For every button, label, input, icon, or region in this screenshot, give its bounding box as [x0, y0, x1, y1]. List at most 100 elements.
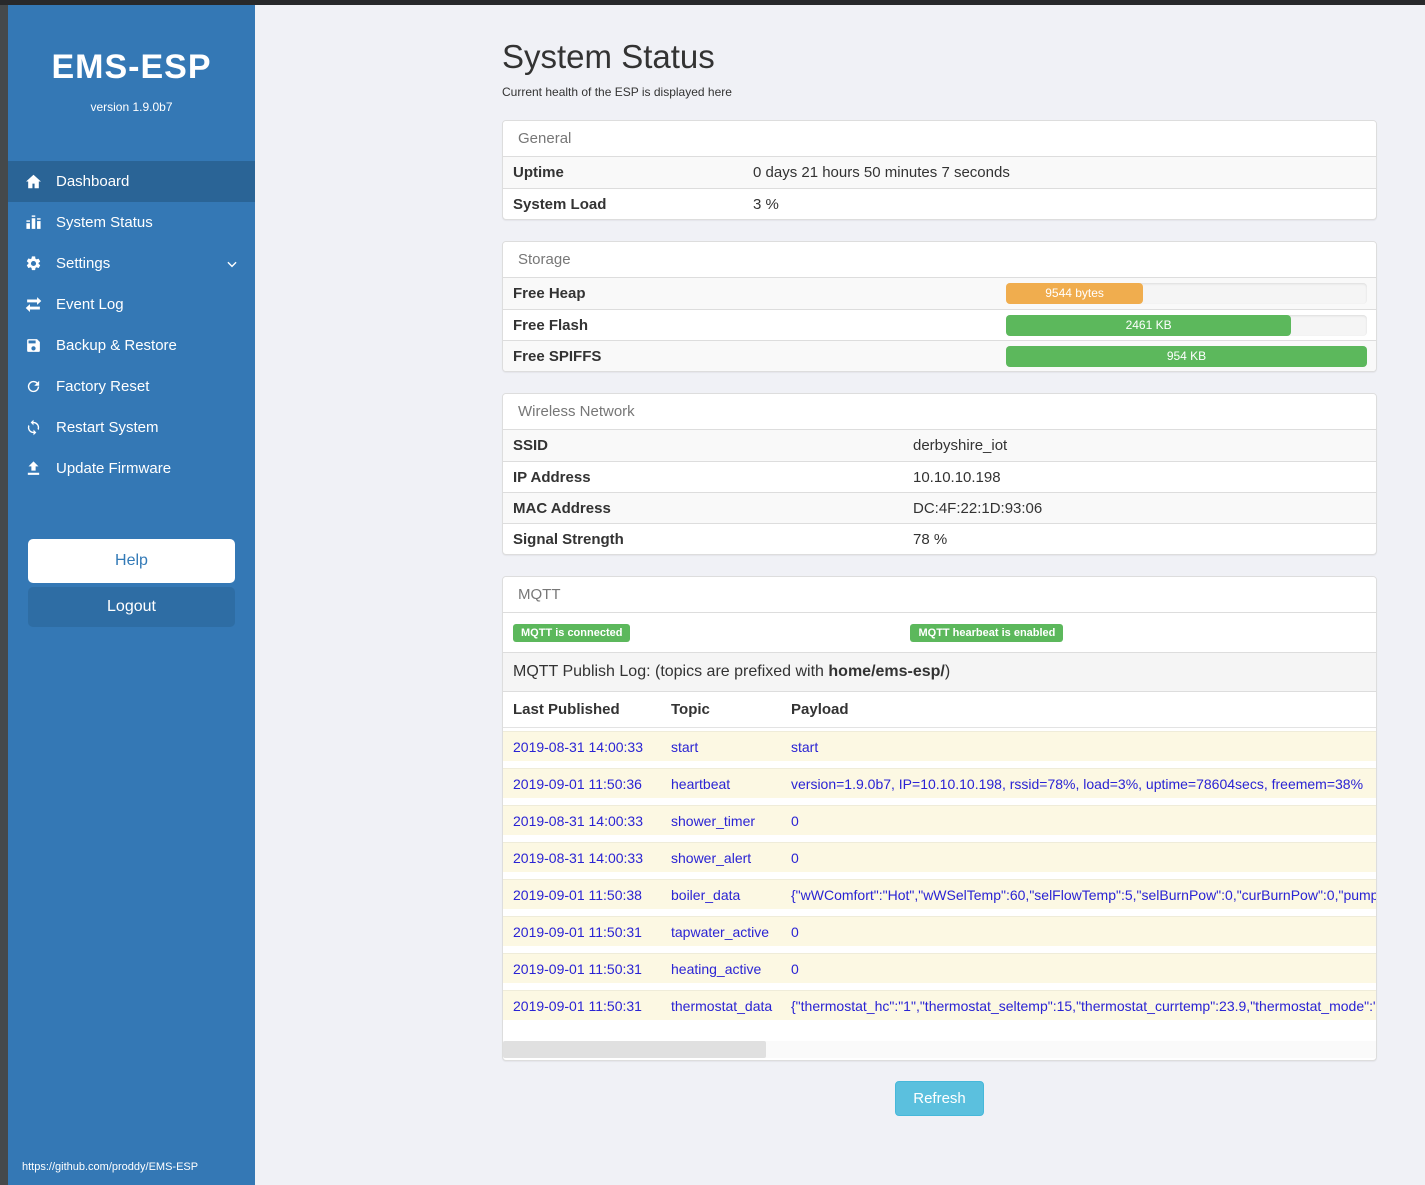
sidebar-item-label: Restart System — [56, 419, 159, 436]
table-row: 2019-09-01 11:50:31 heating_active 0 — [503, 953, 1376, 983]
free-spiffs-progress: 954 KB — [1006, 345, 1367, 367]
logout-button[interactable]: Logout — [28, 587, 235, 627]
cell-topic: shower_alert — [671, 849, 752, 866]
sidebar-item-label: Factory Reset — [56, 378, 150, 395]
cell-time: 2019-09-01 11:50:36 — [513, 775, 642, 792]
top-border — [0, 0, 1425, 5]
cell-payload: 0 — [791, 960, 799, 977]
table-row: Signal Strength 78 % — [503, 523, 1376, 554]
row-value: derbyshire_iot — [913, 437, 1008, 454]
save-icon — [23, 336, 43, 356]
sidebar-item-label: Backup & Restore — [56, 337, 177, 354]
status-icon — [23, 213, 43, 233]
cell-payload: {"thermostat_hc":"1","thermostat_seltemp… — [791, 997, 1376, 1014]
row-value: 0 days 21 hours 50 minutes 7 seconds — [753, 164, 1010, 181]
cell-topic: heating_active — [671, 960, 762, 977]
panel-wireless-title: Wireless Network — [503, 394, 1376, 430]
row-label: IP Address — [513, 468, 591, 486]
table-row: Free Heap 9544 bytes — [503, 278, 1376, 309]
page-title: System Status — [502, 38, 715, 75]
row-value: 3 % — [753, 195, 779, 213]
row-label: SSID — [513, 437, 549, 454]
sidebar-item-event-log[interactable]: Event Log — [8, 284, 255, 325]
cell-time: 2019-09-01 11:50:31 — [513, 923, 642, 940]
cell-payload: {"wWComfort":"Hot","wWSelTemp":60,"selFl… — [791, 886, 1376, 903]
table-row: 2019-09-01 11:50:31 tapwater_active 0 — [503, 916, 1376, 946]
cell-time: 2019-08-31 14:00:33 — [513, 812, 643, 829]
table-row: 2019-08-31 14:00:33 shower_timer 0 — [503, 805, 1376, 835]
cell-payload: 0 — [791, 812, 799, 829]
page-subtitle: Current health of the ESP is displayed h… — [502, 85, 732, 99]
cell-payload: version=1.9.0b7, IP=10.10.10.198, rssid=… — [791, 775, 1364, 792]
column-header-topic: Topic — [671, 701, 710, 718]
refresh-button[interactable]: Refresh — [895, 1081, 984, 1116]
table-row: SSID derbyshire_iot — [503, 430, 1376, 461]
mqtt-table-body: 2019-08-31 14:00:33 start start 2019-09-… — [503, 731, 1376, 1020]
sidebar-item-label: Settings — [56, 255, 111, 272]
row-label: Free SPIFFS — [513, 347, 602, 365]
row-value: 78 % — [913, 530, 948, 548]
exchange-icon — [23, 295, 43, 315]
sidebar-item-settings[interactable]: Settings — [8, 243, 255, 284]
free-flash-progress: 2461 KB — [1006, 314, 1367, 336]
cell-time: 2019-09-01 11:50:31 — [513, 997, 642, 1014]
row-label: System Load — [513, 195, 607, 213]
chevron-down-icon — [225, 257, 239, 271]
sidebar-item-factory-reset[interactable]: Factory Reset — [8, 366, 255, 407]
horizontal-scrollbar[interactable] — [503, 1041, 1376, 1058]
cell-topic: start — [671, 738, 699, 755]
progress-bar-fill: 9544 bytes — [1006, 283, 1144, 304]
table-row: Uptime 0 days 21 hours 50 minutes 7 seco… — [503, 157, 1376, 188]
cell-time: 2019-08-31 14:00:33 — [513, 849, 643, 866]
table-row: Free Flash 2461 KB — [503, 309, 1376, 340]
cell-topic: thermostat_data — [671, 997, 773, 1014]
sidebar-item-label: Event Log — [56, 296, 124, 313]
main-content: System Status Current health of the ESP … — [255, 5, 1425, 1185]
sidebar-item-label: Update Firmware — [56, 460, 172, 477]
panel-mqtt-title: MQTT — [503, 577, 1376, 613]
table-row: MAC Address DC:4F:22:1D:93:06 — [503, 492, 1376, 523]
free-heap-progress: 9544 bytes — [1006, 283, 1367, 304]
sidebar-item-backup-restore[interactable]: Backup & Restore — [8, 325, 255, 366]
sidebar-item-restart-system[interactable]: Restart System — [8, 407, 255, 448]
table-row: Free SPIFFS 954 KB — [503, 340, 1376, 371]
sidebar: EMS-ESP version 1.9.0b7 Dashboard System… — [0, 0, 255, 1185]
github-link[interactable]: https://github.com/proddy/EMS-ESP — [22, 1161, 199, 1173]
panel-general: General Uptime 0 days 21 hours 50 minute… — [502, 120, 1377, 220]
cell-payload: 0 — [791, 923, 799, 940]
column-header-payload: Payload — [791, 701, 849, 718]
row-label: Free Heap — [513, 285, 586, 302]
mqtt-connected-badge: MQTT is connected — [513, 623, 631, 642]
sidebar-item-label: System Status — [56, 214, 153, 231]
table-row: 2019-09-01 11:50:31 thermostat_data {"th… — [503, 990, 1376, 1020]
cell-topic: tapwater_active — [671, 923, 770, 940]
scrollbar-thumb[interactable] — [503, 1041, 766, 1058]
sidebar-item-dashboard[interactable]: Dashboard — [8, 161, 255, 202]
panel-wireless: Wireless Network SSID derbyshire_iot IP … — [502, 393, 1377, 555]
app-title: EMS-ESP — [51, 48, 212, 86]
gear-icon — [23, 254, 43, 274]
panel-mqtt: MQTT MQTT is connected MQTT hearbeat is … — [502, 576, 1377, 1061]
cell-payload: 0 — [791, 849, 799, 866]
column-header-last-published: Last Published — [513, 701, 620, 718]
home-icon — [23, 172, 43, 192]
mqtt-table-header: Last Published Topic Payload — [503, 692, 1376, 728]
reset-icon — [23, 377, 43, 397]
sidebar-item-system-status[interactable]: System Status — [8, 202, 255, 243]
upload-icon — [23, 459, 43, 479]
cell-topic: boiler_data — [671, 886, 741, 903]
mqtt-badges-row: MQTT is connected MQTT hearbeat is enabl… — [503, 613, 1376, 652]
sync-icon — [23, 418, 43, 438]
sidebar-item-update-firmware[interactable]: Update Firmware — [8, 448, 255, 489]
cell-time: 2019-08-31 14:00:33 — [513, 738, 643, 755]
cell-topic: heartbeat — [671, 775, 731, 792]
help-button[interactable]: Help — [28, 539, 235, 583]
table-row: 2019-09-01 11:50:36 heartbeat version=1.… — [503, 768, 1376, 798]
table-row: 2019-08-31 14:00:33 shower_alert 0 — [503, 842, 1376, 872]
table-row: IP Address 10.10.10.198 — [503, 461, 1376, 492]
cell-payload: start — [791, 738, 819, 755]
app-version: version 1.9.0b7 — [90, 100, 173, 114]
row-label: Free Flash — [513, 316, 589, 334]
row-label: MAC Address — [513, 499, 611, 517]
panel-storage-title: Storage — [503, 242, 1376, 278]
